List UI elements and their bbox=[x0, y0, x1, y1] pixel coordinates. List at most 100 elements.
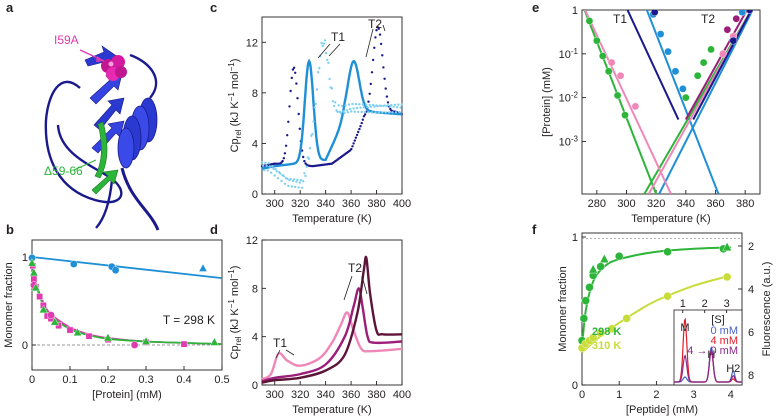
panel-c-point-light bbox=[358, 103, 361, 106]
panel-c-point-light bbox=[344, 104, 347, 107]
panel-e-xtick-label: 360 bbox=[706, 198, 724, 210]
panel-c-point-light bbox=[354, 102, 358, 106]
panel-c-xtick-label: 320 bbox=[291, 198, 309, 210]
panel-f-frame bbox=[581, 232, 743, 386]
c-terminal-tail bbox=[95, 179, 114, 229]
panel-c-point-light bbox=[320, 41, 323, 45]
panel-d-ytick-label: 12 bbox=[246, 235, 258, 247]
panel-c-point-light bbox=[346, 111, 350, 114]
panel-f-point-310-K bbox=[622, 314, 631, 323]
panel-c-point-dark bbox=[294, 71, 297, 75]
panel-e-plot-area bbox=[583, 10, 754, 194]
panel-c-point-light bbox=[324, 51, 328, 55]
panel-c-point-light bbox=[265, 164, 268, 167]
panel-c-point-light bbox=[283, 182, 287, 185]
panel-c-point-light bbox=[311, 132, 314, 136]
panel-d-arrow-t1a bbox=[275, 349, 281, 359]
panel-c-chart: 300 320 340 360 380 400 0 4 8 12 Temperature (K) Cp… bbox=[227, 16, 411, 225]
panel-b-point-green bbox=[73, 327, 83, 336]
panel-c-point-light bbox=[353, 110, 356, 113]
panel-c-point-dark bbox=[382, 66, 385, 69]
panel-f-inset-curve-4-0-mM bbox=[674, 349, 742, 383]
panel-c-point-dark bbox=[350, 147, 353, 151]
panel-d-ytick-label: 8 bbox=[252, 283, 258, 295]
panel-c-point-dark bbox=[291, 68, 295, 71]
panel-c-xtick-label: 360 bbox=[342, 198, 360, 210]
panel-f-xtick-label: 1 bbox=[616, 389, 622, 401]
panel-c-point-dark bbox=[386, 101, 390, 104]
panel-c-ytick-label: 8 bbox=[252, 88, 258, 100]
panel-c-point-dark bbox=[288, 105, 291, 108]
panel-b-point-green bbox=[27, 258, 37, 267]
panel-c-point-light bbox=[386, 104, 390, 107]
panel-b-fit-magenta bbox=[31, 258, 223, 345]
panel-c-point-dark bbox=[378, 33, 382, 36]
panel-b-point-magenta-circle bbox=[130, 341, 139, 349]
panel-e-xtick-label: 320 bbox=[647, 198, 665, 210]
panel-f-point-298-K-triangle bbox=[722, 241, 732, 252]
panel-e-line-pink-fall bbox=[583, 10, 672, 194]
panel-f-point-310-K bbox=[607, 324, 616, 333]
panel-b-fit-blue bbox=[31, 256, 223, 279]
panel-f-ytick-label: 1 bbox=[572, 232, 578, 244]
panel-f-right-tick-label: 6 bbox=[748, 327, 754, 339]
panel-f-inset-peak-h2: H2 bbox=[726, 363, 740, 375]
panel-e-annotation-t1: T1 bbox=[613, 12, 627, 26]
panel-b-ylabel: Monomer fraction bbox=[3, 262, 15, 348]
panel-f-fit-298-K bbox=[581, 246, 731, 349]
panel-e-line-dark-fall bbox=[626, 10, 680, 120]
panel-c-point-light bbox=[357, 110, 360, 114]
panel-c-point-light bbox=[363, 111, 367, 114]
panel-c-point-light bbox=[261, 164, 265, 167]
panel-e-annotation-t2: T2 bbox=[701, 12, 715, 26]
panel-c-point-dark bbox=[282, 157, 285, 160]
panel-c-point-light bbox=[326, 58, 329, 62]
mutation-label: I59A bbox=[54, 33, 79, 47]
panel-b-point-green bbox=[29, 267, 39, 277]
panel-c-point-light bbox=[321, 44, 324, 48]
panel-c-point-dark bbox=[357, 130, 360, 134]
panel-c-ylabel: Cprel (kJ K−1 mol−1) bbox=[227, 59, 243, 153]
panel-c-point-light bbox=[294, 185, 297, 189]
panel-c-point-dark bbox=[385, 95, 389, 98]
panel-c-point-dark bbox=[363, 113, 367, 116]
panel-c-point-light bbox=[381, 111, 384, 114]
panel-d-xtick-label: 320 bbox=[291, 389, 309, 401]
panel-c-point-light bbox=[322, 42, 326, 45]
panel-f-xtick-label: 2 bbox=[653, 389, 659, 401]
panel-f-inset-tick-label: 2 bbox=[702, 298, 708, 310]
panel-e-xtick-label: 380 bbox=[736, 198, 754, 210]
alpha-helix bbox=[117, 53, 160, 231]
panel-c-point-light bbox=[267, 162, 271, 165]
panel-c-point-light bbox=[377, 111, 380, 114]
panel-c-point-light bbox=[361, 103, 364, 106]
panel-c-point-light bbox=[365, 103, 368, 106]
panel-c-point-dark bbox=[297, 112, 300, 116]
panel-d-arrow-t2b bbox=[361, 275, 368, 295]
panel-b-point-green bbox=[50, 317, 60, 326]
loop-backbone bbox=[44, 80, 123, 204]
panel-c-arrow-t1a bbox=[317, 43, 331, 59]
panel-c-point-light bbox=[393, 103, 397, 107]
panel-d-xlabel: Temperature (K) bbox=[292, 404, 371, 416]
panel-f-inset-tick-label: 1 bbox=[680, 298, 686, 310]
panel-c-xtick-label: 340 bbox=[316, 198, 334, 210]
panel-c-point-light bbox=[280, 179, 283, 183]
panel-b-point-magenta bbox=[85, 332, 93, 340]
panel-f-point-310-K bbox=[663, 292, 672, 301]
panel-e-ytick-label: 10-3 bbox=[559, 134, 579, 148]
panel-f-point-310-K bbox=[588, 333, 598, 342]
panel-b-xtick-label: 0.4 bbox=[176, 374, 191, 386]
panel-b-xtick-label: 0.3 bbox=[138, 374, 153, 386]
panel-f-inset-legend-1: 4 mM bbox=[711, 335, 739, 347]
panel-c-point-light bbox=[352, 107, 355, 110]
panel-e-point-green-fall bbox=[604, 67, 613, 76]
panel-e-point-green-fall bbox=[613, 91, 622, 100]
panel-f-ylabel-right: Fluorescence (a.u.) bbox=[761, 262, 773, 357]
panel-c-point-light bbox=[336, 110, 339, 114]
panel-f-point-298-K-triangle bbox=[599, 253, 610, 263]
panel-c-point-light bbox=[266, 169, 269, 172]
panel-c-point-dark bbox=[303, 159, 306, 163]
panel-f-legend-1: 310 K bbox=[592, 340, 621, 352]
panel-c-point-dark bbox=[374, 36, 377, 39]
